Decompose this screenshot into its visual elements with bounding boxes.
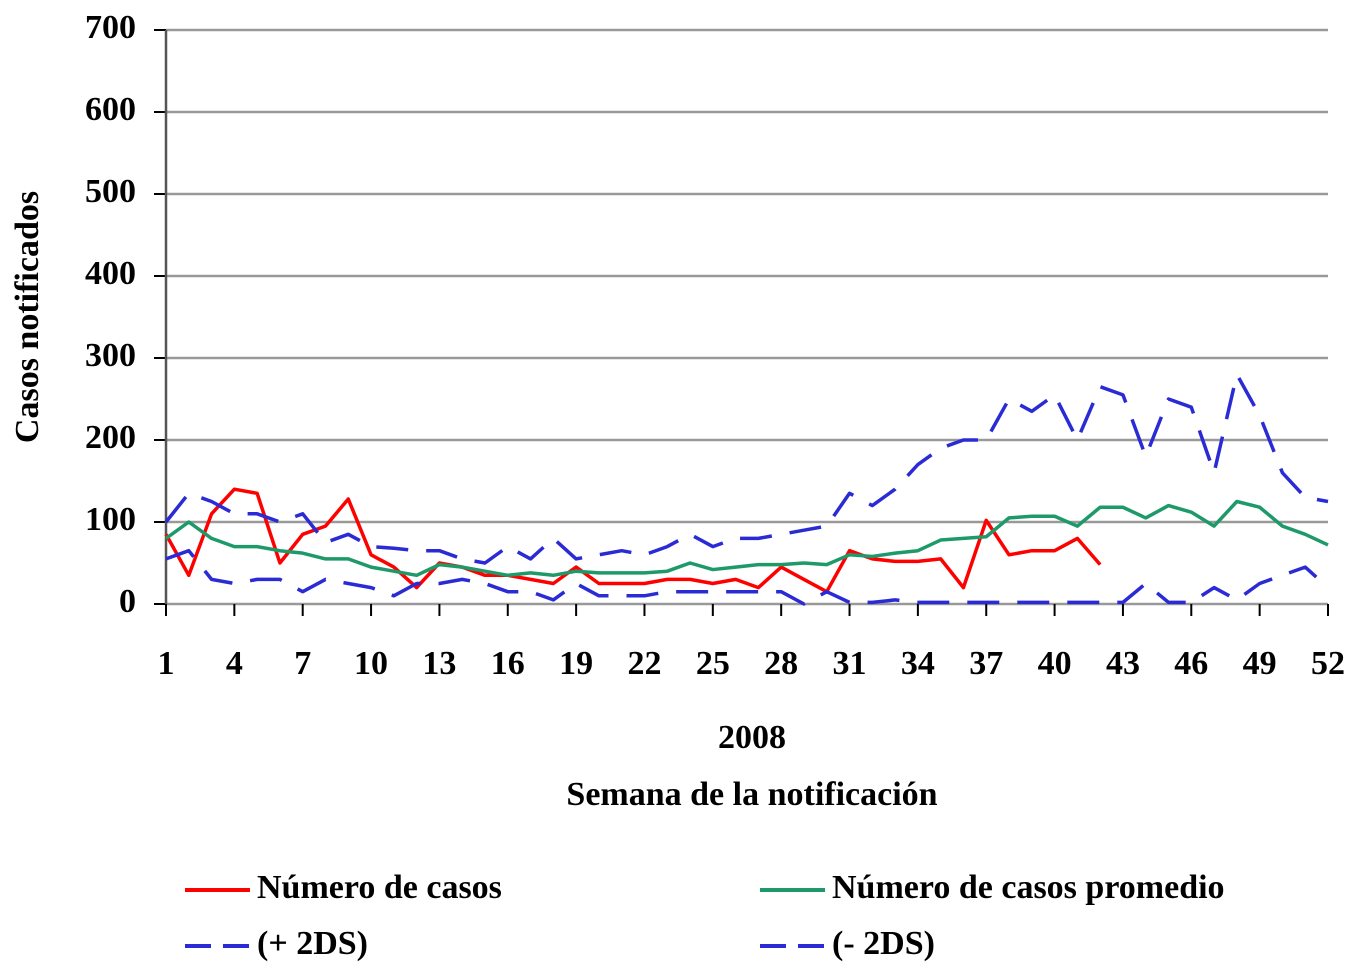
y-tick-label: 200 [85,419,136,456]
series-line [165,548,1330,606]
y-tick-label: 400 [85,255,136,292]
x-tick-label: 13 [422,645,456,682]
x-tick-label: 22 [627,645,661,682]
x-axis-year: 2008 [718,719,786,756]
x-tick-label: 28 [764,645,798,682]
y-tick-label: 500 [85,173,136,210]
legend-label: Número de casos [257,869,502,906]
x-tick-label: 31 [833,645,867,682]
x-axis-label: Semana de la notificación [566,776,937,813]
series-line [164,499,1329,578]
y-axis-label: Casos notificados [9,191,46,443]
x-tick-label: 46 [1174,645,1208,682]
series-line [164,372,1329,565]
x-tick-label: 37 [969,645,1003,682]
y-tick-label: 0 [119,583,136,620]
x-tick-label: 4 [226,645,243,682]
x-tick-label: 10 [354,645,388,682]
x-tick-label: 34 [901,645,935,682]
x-tick-label: 40 [1038,645,1072,682]
x-tick-label: 49 [1243,645,1277,682]
x-tick-label: 19 [559,645,593,682]
legend-label: (+ 2DS) [257,925,368,962]
x-tick-label: 25 [696,645,730,682]
series-line [164,487,1102,594]
y-tick-label: 100 [85,501,136,538]
legend-label: Número de casos promedio [832,869,1225,906]
x-tick-label: 1 [158,645,175,682]
x-tick-label: 52 [1311,645,1345,682]
x-tick-label: 16 [491,645,525,682]
y-tick-label: 700 [85,9,136,46]
y-tick-label: 600 [85,91,136,128]
x-tick-label: 7 [294,645,311,682]
x-tick-label: 43 [1106,645,1140,682]
legend-label: (- 2DS) [832,925,935,962]
y-tick-label: 300 [85,337,136,374]
